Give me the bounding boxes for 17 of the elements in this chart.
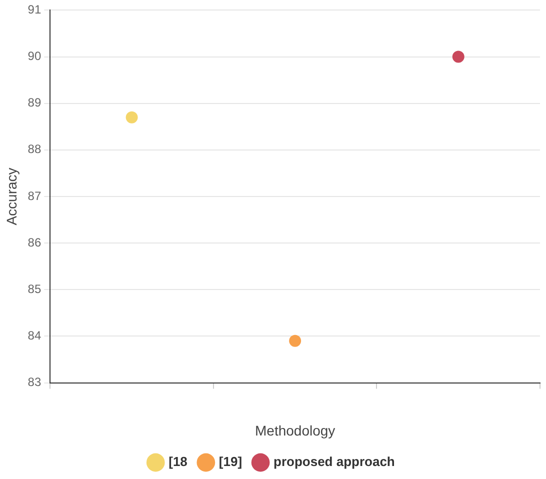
y-axis-title: Accuracy: [3, 168, 20, 226]
y-tick-label: 83: [28, 375, 42, 390]
y-tick-label: 91: [28, 2, 42, 17]
y-tick-label: 89: [28, 96, 42, 110]
y-tick-label: 85: [28, 282, 42, 296]
legend-label: [18: [168, 454, 188, 470]
point: [126, 111, 138, 124]
point: [289, 334, 302, 347]
y-tick-label: 90: [28, 49, 42, 64]
point: [452, 50, 464, 63]
legend-label: [19]: [218, 454, 242, 470]
legend-label: proposed approach: [274, 454, 395, 470]
y-tick-label: 86: [28, 235, 42, 250]
y-tick-label: 84: [28, 328, 42, 343]
y-tick-label: 88: [28, 142, 42, 156]
x-axis-title: Methodology: [254, 422, 336, 438]
y-tick-label: 87: [28, 188, 42, 203]
